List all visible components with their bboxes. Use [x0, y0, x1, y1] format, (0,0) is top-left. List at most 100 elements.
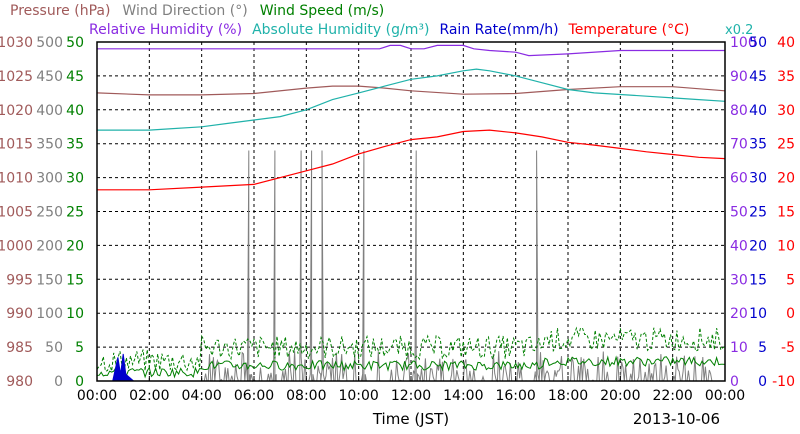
wind-speed-tick: 5 [75, 340, 84, 356]
x-tick-label: 14:00 [443, 388, 483, 404]
pressure-tick: 1020 [0, 103, 33, 119]
wind-speed-tick: 20 [66, 238, 84, 254]
wind-speed-tick: 40 [66, 103, 84, 119]
rain-rate-tick: 20 [749, 238, 767, 254]
x-tick-label: 00:00 [705, 388, 745, 404]
x-axis: 00:00 02:00 04:00 06:00 08:00 10:00 12:00 14:00… [77, 376, 745, 404]
temperature-tick: 0 [786, 306, 795, 322]
temperature-tick: 5 [786, 272, 795, 288]
grid [97, 42, 725, 381]
pressure-tick: 980 [6, 374, 33, 390]
temperature-tick: 10 [777, 238, 795, 254]
rain-rate-tick: 35 [749, 137, 767, 153]
wind-speed-tick: 50 [66, 35, 84, 51]
rain-rate-tick: 40 [749, 103, 767, 119]
wind-direction-tick: 250 [36, 205, 63, 221]
rain-rate-tick: 5 [758, 340, 767, 356]
legend-item: Temperature (°C) [568, 22, 690, 38]
series-line [97, 68, 726, 131]
legend-item: Pressure (hPa) [10, 3, 110, 19]
x-axis-label: Time (JST) [372, 410, 449, 428]
rain-rate-tick: 10 [749, 306, 767, 322]
temperature-tick: 15 [777, 205, 795, 221]
legend-item: Rain Rate(mm/h) [439, 22, 558, 38]
humidity-tick: 90 [730, 69, 748, 85]
humidity-tick: 40 [730, 238, 748, 254]
humidity-tick: 100 [730, 35, 757, 51]
x-tick-label: 16:00 [495, 388, 535, 404]
legend-item: Absolute Humidity (g/m³) [252, 22, 429, 38]
humidity-tick: 30 [730, 272, 748, 288]
date-label: 2013-10-06 [633, 410, 720, 428]
series-line [97, 44, 725, 57]
series-line [97, 129, 726, 191]
temperature-tick: 20 [777, 171, 795, 187]
series-line [96, 85, 726, 96]
x-tick-label: 18:00 [548, 388, 588, 404]
humidity-tick: 20 [730, 306, 748, 322]
wind-speed-tick: 30 [66, 171, 84, 187]
temperature-tick: -10 [772, 374, 795, 390]
temperature-tick: 25 [777, 137, 795, 153]
wind-speed-tick: 10 [66, 306, 84, 322]
wind-direction-tick: 50 [45, 340, 63, 356]
x-tick-label: 20:00 [600, 388, 640, 404]
temperature-tick: 35 [777, 69, 795, 85]
right-axes: 0102030405060708090100051015202530354045… [730, 35, 795, 390]
x-tick-label: 06:00 [234, 388, 274, 404]
rain-rate-tick: 25 [749, 205, 767, 221]
wind-direction-tick: 500 [36, 35, 63, 51]
temperature-tick: 40 [777, 35, 795, 51]
wind-speed-line [96, 355, 726, 379]
rain-rate-tick: 30 [749, 171, 767, 187]
pressure-tick: 1015 [0, 137, 33, 153]
scale-note: x0.2 [725, 23, 753, 38]
legend-item: Wind Direction (°) [122, 3, 247, 19]
x-tick-label: 22:00 [652, 388, 692, 404]
legend-item: Relative Humidity (%) [89, 22, 242, 38]
wind-direction-tick: 350 [36, 137, 63, 153]
pressure-tick: 1030 [0, 35, 33, 51]
wind-gust-line [96, 326, 726, 373]
wind-direction-tick: 400 [36, 103, 63, 119]
humidity-tick: 80 [730, 103, 748, 119]
x-tick-label: 00:00 [77, 388, 117, 404]
pressure-tick: 1005 [0, 205, 33, 221]
humidity-tick: 70 [730, 137, 748, 153]
wind-speed-tick: 0 [75, 374, 84, 390]
wind-direction-tick: 100 [36, 306, 63, 322]
pressure-tick: 985 [6, 340, 33, 356]
wind-direction-tick: 150 [36, 272, 63, 288]
pressure-tick: 990 [6, 306, 33, 322]
x-tick-label: 02:00 [129, 388, 169, 404]
x-tick-label: 04:00 [181, 388, 221, 404]
wind-direction-tick: 450 [36, 69, 63, 85]
pressure-tick: 1025 [0, 69, 33, 85]
rain-rate-tick: 0 [758, 374, 767, 390]
legend: Pressure (hPa) Wind Direction (°) Wind Spe… [10, 3, 753, 38]
left-axes: 9809859909951000100510101015102010251030… [0, 35, 84, 390]
pressure-tick: 1010 [0, 171, 33, 187]
rain-rate-tick: 50 [749, 35, 767, 51]
x-tick-label: 08:00 [286, 388, 326, 404]
humidity-tick: 50 [730, 205, 748, 221]
rain-rate-tick: 45 [749, 69, 767, 85]
wind-speed-tick: 25 [66, 205, 84, 221]
pressure-tick: 1000 [0, 238, 33, 254]
wind-direction-tick: 300 [36, 171, 63, 187]
temperature-tick: 30 [777, 103, 795, 119]
humidity-tick: 10 [730, 340, 748, 356]
x-tick-label: 12:00 [391, 388, 431, 404]
wind-speed-tick: 45 [66, 69, 84, 85]
rain-rate-tick: 15 [749, 272, 767, 288]
humidity-tick: 0 [730, 374, 739, 390]
wind-direction-tick: 0 [54, 374, 63, 390]
wind-speed-tick: 15 [66, 272, 84, 288]
wind-speed-tick: 35 [66, 137, 84, 153]
x-tick-label: 10:00 [338, 388, 378, 404]
pressure-tick: 995 [6, 272, 33, 288]
legend-item: Wind Speed (m/s) [260, 3, 385, 19]
temperature-tick: -5 [781, 340, 795, 356]
humidity-tick: 60 [730, 171, 748, 187]
